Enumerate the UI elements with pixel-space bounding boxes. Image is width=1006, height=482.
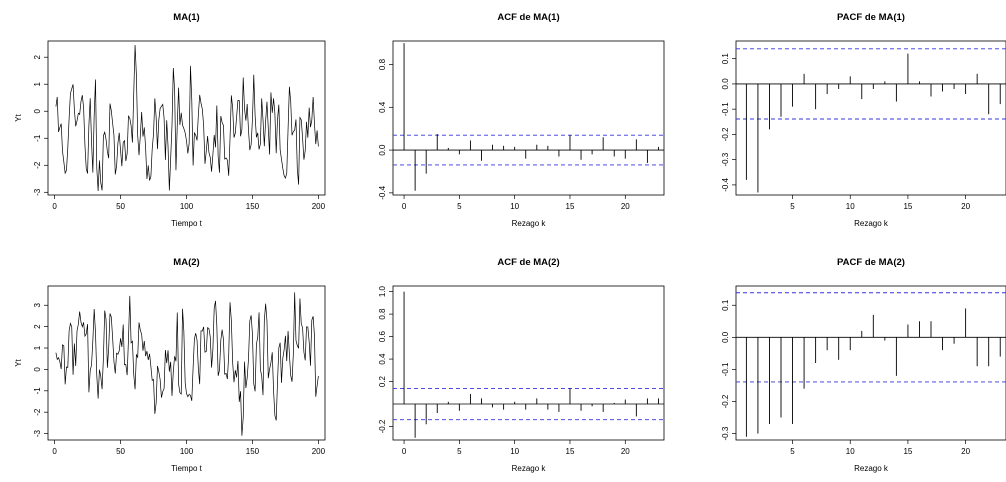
x-tick-label: 15 <box>566 447 575 456</box>
y-tick-label: -1 <box>33 387 42 395</box>
panel-2: ACF de MA(1) 0 5 10 15 20 Rezago k -0.4 0.0 0.4 0.… <box>378 12 665 228</box>
plot-frame <box>47 285 326 441</box>
y-tick-label: -3 <box>33 188 42 196</box>
x-tick-label: 15 <box>903 447 912 456</box>
y-tick-label: 0.0 <box>721 331 730 343</box>
y-tick-label: 0.8 <box>378 58 387 70</box>
series-line <box>55 292 319 436</box>
y-tick-label: -2 <box>33 408 42 416</box>
y-tick-label: -0.2 <box>378 419 387 433</box>
panel-6: PACF de MA(2) 5 10 15 20 Rezago k -0.3 -0.2 -0.1… <box>721 257 1006 473</box>
y-tick-label: -0.1 <box>721 362 730 376</box>
x-axis-label: Rezago k <box>854 464 889 473</box>
x-tick-label: 15 <box>566 202 575 211</box>
y-tick-label: 1 <box>33 81 42 86</box>
x-tick-label: 5 <box>790 202 795 211</box>
y-axis-label: Yt <box>14 113 23 121</box>
x-tick-label: 20 <box>961 447 970 456</box>
x-tick-label: 0 <box>402 447 407 456</box>
y-tick-label: -0.4 <box>721 177 730 191</box>
y-tick-label: -0.2 <box>721 127 730 141</box>
chart-title: PACF de MA(1) <box>837 12 905 23</box>
x-tick-label: 5 <box>790 447 795 456</box>
x-tick-label: 10 <box>510 447 519 456</box>
x-tick-label: 20 <box>621 202 630 211</box>
y-tick-label: 0.0 <box>721 78 730 90</box>
panel-3: PACF de MA(1) 5 10 15 20 Rezago k -0.4 -0.3 -0.2… <box>721 12 1006 228</box>
x-tick-label: 10 <box>846 202 855 211</box>
plot-frame <box>392 40 665 196</box>
x-tick-label: 200 <box>312 447 326 456</box>
x-axis-label: Rezago k <box>854 219 889 228</box>
y-tick-label: 0 <box>33 108 42 113</box>
x-tick-label: 150 <box>246 202 260 211</box>
x-tick-label: 100 <box>180 447 194 456</box>
x-tick-label: 100 <box>180 202 194 211</box>
chart-title: MA(1) <box>173 12 199 23</box>
plot-frame <box>735 40 1006 196</box>
chart-title: ACF de MA(1) <box>497 12 559 23</box>
x-tick-label: 200 <box>312 202 326 211</box>
x-tick-label: 20 <box>621 447 630 456</box>
y-tick-label: 2 <box>33 324 42 329</box>
y-tick-label: -1 <box>33 134 42 142</box>
x-axis-label: Rezago k <box>512 464 547 473</box>
x-tick-label: 0 <box>52 447 57 456</box>
x-axis-label: Tiempo t <box>171 219 203 228</box>
x-tick-label: 5 <box>457 202 462 211</box>
y-tick-label: 0.0 <box>378 144 387 156</box>
panel-4: MA(2) 0 50 100 150 200 Tiempo t -3 -2 -1 0 1 2 3 Yt <box>14 257 326 473</box>
y-tick-label: 1 <box>33 345 42 350</box>
y-tick-label: -0.3 <box>721 152 730 166</box>
chart-title: MA(2) <box>173 257 199 268</box>
x-tick-label: 15 <box>903 202 912 211</box>
y-tick-label: 0.4 <box>378 101 387 113</box>
x-tick-label: 50 <box>116 202 125 211</box>
x-tick-label: 0 <box>52 202 57 211</box>
y-axis-label: Yt <box>14 358 23 366</box>
x-tick-label: 10 <box>846 447 855 456</box>
x-tick-label: 5 <box>457 447 462 456</box>
chart-title: PACF de MA(2) <box>837 257 905 268</box>
y-tick-label: 1.0 <box>378 286 387 298</box>
y-tick-label: 2 <box>33 54 42 59</box>
panel-5: ACF de MA(2) 0 5 10 15 20 Rezago k -0.2 0.2 0.4 0.… <box>378 257 665 473</box>
x-tick-label: 10 <box>510 202 519 211</box>
chart-title: ACF de MA(2) <box>497 257 559 268</box>
y-tick-label: 0.1 <box>721 53 730 65</box>
panel-1: MA(1) 0 50 100 150 200 Tiempo t -3 -2 -1 0 1 2 Yt <box>14 12 326 228</box>
plot-frame <box>735 285 1006 441</box>
x-tick-label: 50 <box>116 447 125 456</box>
y-tick-label: -0.3 <box>721 426 730 440</box>
y-tick-label: 3 <box>33 302 42 307</box>
y-tick-label: -0.4 <box>378 185 387 199</box>
y-tick-label: -2 <box>33 161 42 169</box>
y-tick-label: 0.6 <box>378 330 387 342</box>
x-axis-label: Tiempo t <box>171 464 203 473</box>
plot-frame <box>392 285 665 441</box>
y-tick-label: 0 <box>33 367 42 372</box>
y-tick-label: -3 <box>33 429 42 437</box>
y-tick-label: 0.1 <box>721 299 730 311</box>
series-line <box>55 45 319 191</box>
x-tick-label: 150 <box>246 447 260 456</box>
x-tick-label: 20 <box>961 202 970 211</box>
y-tick-label: 0.2 <box>378 375 387 387</box>
y-tick-label: 0.4 <box>378 353 387 365</box>
y-tick-label: 0.8 <box>378 308 387 320</box>
y-tick-label: -0.2 <box>721 394 730 408</box>
x-tick-label: 0 <box>402 202 407 211</box>
x-axis-label: Rezago k <box>512 219 547 228</box>
y-tick-label: -0.1 <box>721 102 730 116</box>
